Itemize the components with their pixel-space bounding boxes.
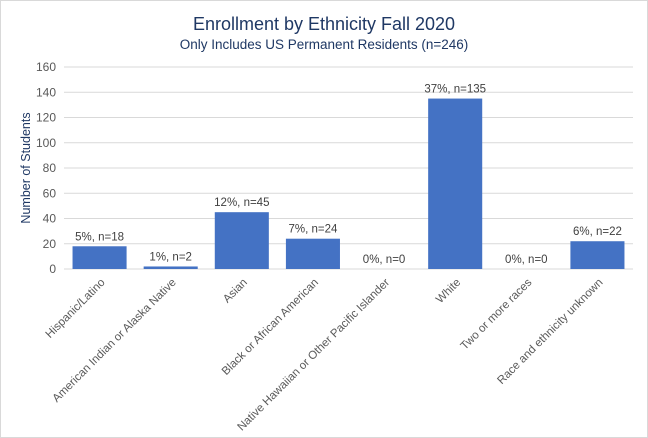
chart-title: Enrollment by Ethnicity Fall 2020	[193, 14, 455, 34]
chart-subtitle: Only Includes US Permanent Residents (n=…	[180, 37, 469, 52]
gridlines	[64, 66, 633, 270]
data-labels: 5%, n=18 1%, n=2 12%, n=45 7%, n=24 0%, n=0 3…	[75, 84, 622, 266]
data-label: 0%, n=0	[505, 254, 548, 266]
data-label: 0%, n=0	[363, 254, 406, 266]
data-label: 5%, n=18	[75, 231, 124, 243]
x-tick-label: Hispanic/Latino	[44, 277, 108, 341]
y-axis-ticks: 0 20 40 60 80 100 120 140 160	[36, 60, 56, 276]
y-tick-label: 120	[36, 111, 56, 125]
data-label: 12%, n=45	[214, 197, 269, 209]
data-label: 1%, n=2	[149, 251, 192, 263]
y-tick-label: 140	[36, 85, 56, 99]
bar	[570, 241, 625, 269]
bar	[72, 246, 127, 269]
x-tick-label: Native Hawaiian or Other Pacific Islande…	[235, 277, 392, 434]
x-tick-label: Asian	[221, 277, 250, 306]
y-tick-label: 0	[49, 262, 56, 276]
x-tick-label: Two or more races	[459, 276, 535, 352]
data-label: 6%, n=22	[573, 226, 622, 238]
bar	[285, 238, 340, 269]
bar	[428, 98, 483, 269]
bars	[72, 98, 625, 269]
x-tick-label: White	[434, 277, 463, 306]
data-label: 7%, n=24	[288, 224, 338, 236]
x-tick-label: American Indian or Alaska Native	[51, 277, 179, 405]
y-tick-label: 80	[43, 161, 57, 175]
y-tick-label: 60	[43, 186, 57, 200]
y-axis-title: Number of Students	[19, 112, 33, 223]
data-label: 37%, n=135	[424, 84, 486, 96]
y-tick-label: 20	[43, 237, 57, 251]
y-tick-label: 100	[36, 136, 56, 150]
bar	[214, 212, 269, 269]
y-tick-label: 40	[43, 212, 57, 226]
y-tick-label: 160	[36, 60, 56, 74]
bar	[143, 266, 198, 269]
